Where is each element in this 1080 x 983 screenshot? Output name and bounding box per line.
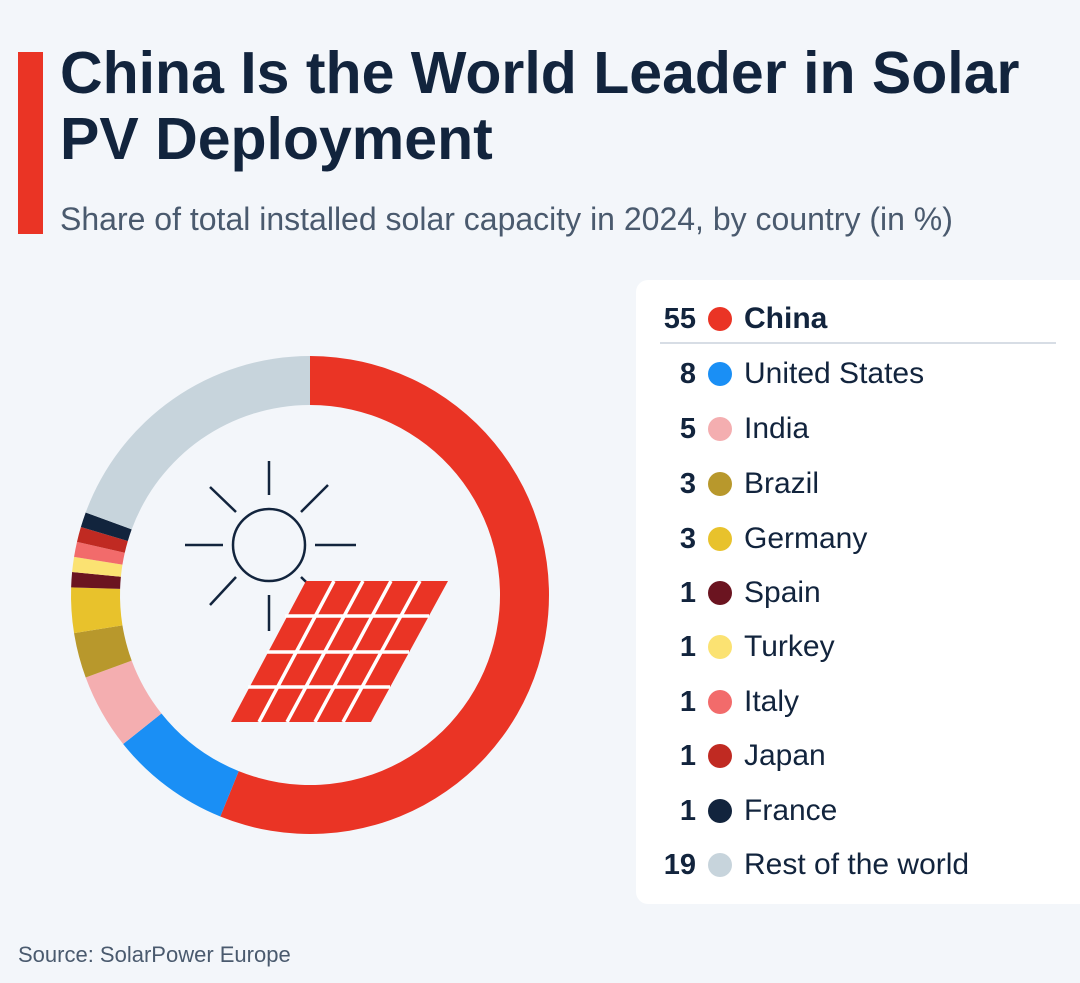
solar-panel-sun-icon (185, 461, 448, 723)
legend-value: 3 (679, 467, 696, 500)
legend-item: 1 Japan (636, 736, 1080, 776)
donut-chart (71, 356, 549, 834)
legend-label: Italy (744, 685, 800, 718)
legend-value: 19 (663, 848, 696, 881)
source-note: Source: SolarPower Europe (18, 942, 291, 967)
legend-color-dot (708, 581, 732, 605)
donut-slices (71, 356, 549, 834)
legend-color-dot (708, 744, 732, 768)
donut-slice-rest-of-the-world (85, 356, 310, 530)
legend-color-dot (708, 527, 732, 551)
donut-slice-germany (71, 587, 123, 634)
legend-item: 3 Brazil (636, 464, 1080, 504)
legend-item: 19 Rest of the world (636, 845, 1080, 885)
legend: 55 China 8 United States 5 India 3 Brazil 3 Germa… (636, 280, 1080, 904)
legend-item: 55 China (636, 299, 1080, 339)
donut-slice-china (220, 356, 549, 834)
legend-value: 8 (679, 357, 696, 390)
legend-value: 1 (679, 794, 696, 827)
donut-slice-brazil (74, 625, 132, 678)
legend-value: 55 (663, 302, 696, 335)
legend-color-dot (708, 799, 732, 823)
legend-color-dot (708, 417, 732, 441)
legend-label: Germany (744, 522, 868, 555)
donut-slice-italy (74, 541, 125, 565)
legend-label: France (744, 794, 838, 827)
chart-title: China Is the World Leader in Solar PV De… (60, 40, 1020, 172)
legend-color-dot (708, 307, 732, 331)
legend-value: 1 (679, 630, 696, 663)
legend-value: 1 (679, 739, 696, 772)
legend-label: Spain (744, 576, 821, 609)
legend-item: 1 Italy (636, 682, 1080, 722)
donut-slice-united-states (123, 713, 239, 817)
legend-label: Japan (744, 739, 826, 772)
legend-value: 1 (679, 685, 696, 718)
legend-item: 3 Germany (636, 519, 1080, 559)
legend-color-dot (708, 853, 732, 877)
legend-color-dot (708, 635, 732, 659)
legend-label: Brazil (744, 467, 820, 500)
legend-item: 1 France (636, 791, 1080, 831)
legend-divider (660, 342, 1056, 344)
legend-item: 1 Spain (636, 573, 1080, 613)
legend-color-dot (708, 690, 732, 714)
legend-value: 5 (679, 412, 696, 445)
legend-item: 8 United States (636, 354, 1080, 394)
legend-color-dot (708, 362, 732, 386)
legend-label: Turkey (744, 630, 835, 663)
legend-item: 1 Turkey (636, 627, 1080, 667)
donut-slice-france (80, 512, 132, 541)
legend-label: Rest of the world (744, 848, 970, 881)
legend-item: 5 India (636, 409, 1080, 449)
donut-slice-japan (76, 526, 128, 553)
legend-color-dot (708, 472, 732, 496)
chart-subtitle: Share of total installed solar capacity … (60, 201, 953, 237)
legend-label: United States (744, 357, 925, 390)
legend-label: China (744, 302, 828, 335)
legend-value: 3 (679, 522, 696, 555)
donut-slice-turkey (72, 556, 123, 577)
donut-slice-india (85, 660, 162, 745)
legend-label: India (744, 412, 810, 445)
accent-bar (18, 52, 43, 234)
donut-slice-spain (71, 572, 121, 589)
legend-value: 1 (679, 576, 696, 609)
